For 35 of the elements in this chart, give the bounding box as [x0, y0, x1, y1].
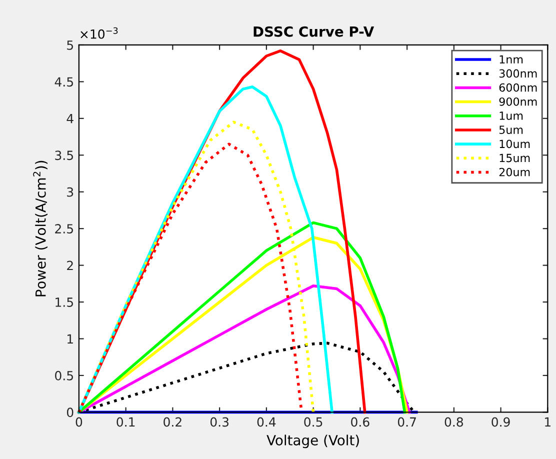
y-tick-label: 5	[67, 40, 73, 50]
x-tick-label: 0	[76, 417, 82, 427]
x-tick-label: 0.8	[444, 417, 464, 427]
legend-label: 900nm	[499, 97, 537, 106]
x-axis-title: Voltage (Volt)	[266, 434, 359, 448]
legend-label: 10um	[500, 140, 530, 148]
y-tick-label: 4	[66, 114, 74, 124]
x-tick-label: 0.4	[257, 417, 276, 427]
chart-title: DSSC Curve P-V	[254, 26, 374, 37]
x-tick-label: 0.3	[210, 417, 228, 427]
y-tick-label: 0.5	[55, 370, 73, 380]
legend-label: 5um	[499, 126, 523, 134]
y-axis-title: Power (Volt(A/cm$^{2}$))	[33, 160, 48, 296]
x-tick-label: 0.5	[304, 417, 322, 427]
y-tick-label: 1	[68, 334, 73, 344]
legend-label: 1nm	[500, 55, 523, 64]
y-tick-label: 2	[67, 260, 73, 270]
legend-label: 300nm	[499, 69, 537, 78]
legend-label: 1um	[500, 112, 523, 120]
y-tick-label: 1.5	[56, 298, 73, 307]
x-tick-label: 0.2	[164, 417, 182, 427]
y-tick-label: 4.5	[54, 77, 73, 87]
x-tick-label: 0.9	[492, 417, 510, 427]
x-tick-label: 0.7	[398, 417, 416, 427]
y-tick-label: 0	[66, 408, 74, 418]
x-tick-label: 1	[545, 417, 550, 427]
y-tick-label: 3.5	[55, 150, 73, 160]
legend-label: 600nm	[499, 83, 537, 92]
legend-label: 20um	[499, 168, 530, 176]
text: ×10$^{−3}$	[80, 27, 118, 39]
x-tick-label: 0.6	[351, 417, 370, 427]
x-tick-label: 0.1	[116, 417, 135, 427]
y-tick-label: 2.5	[55, 224, 73, 234]
legend-label: 15um	[500, 154, 530, 162]
y-tick-label: 3	[67, 187, 74, 197]
